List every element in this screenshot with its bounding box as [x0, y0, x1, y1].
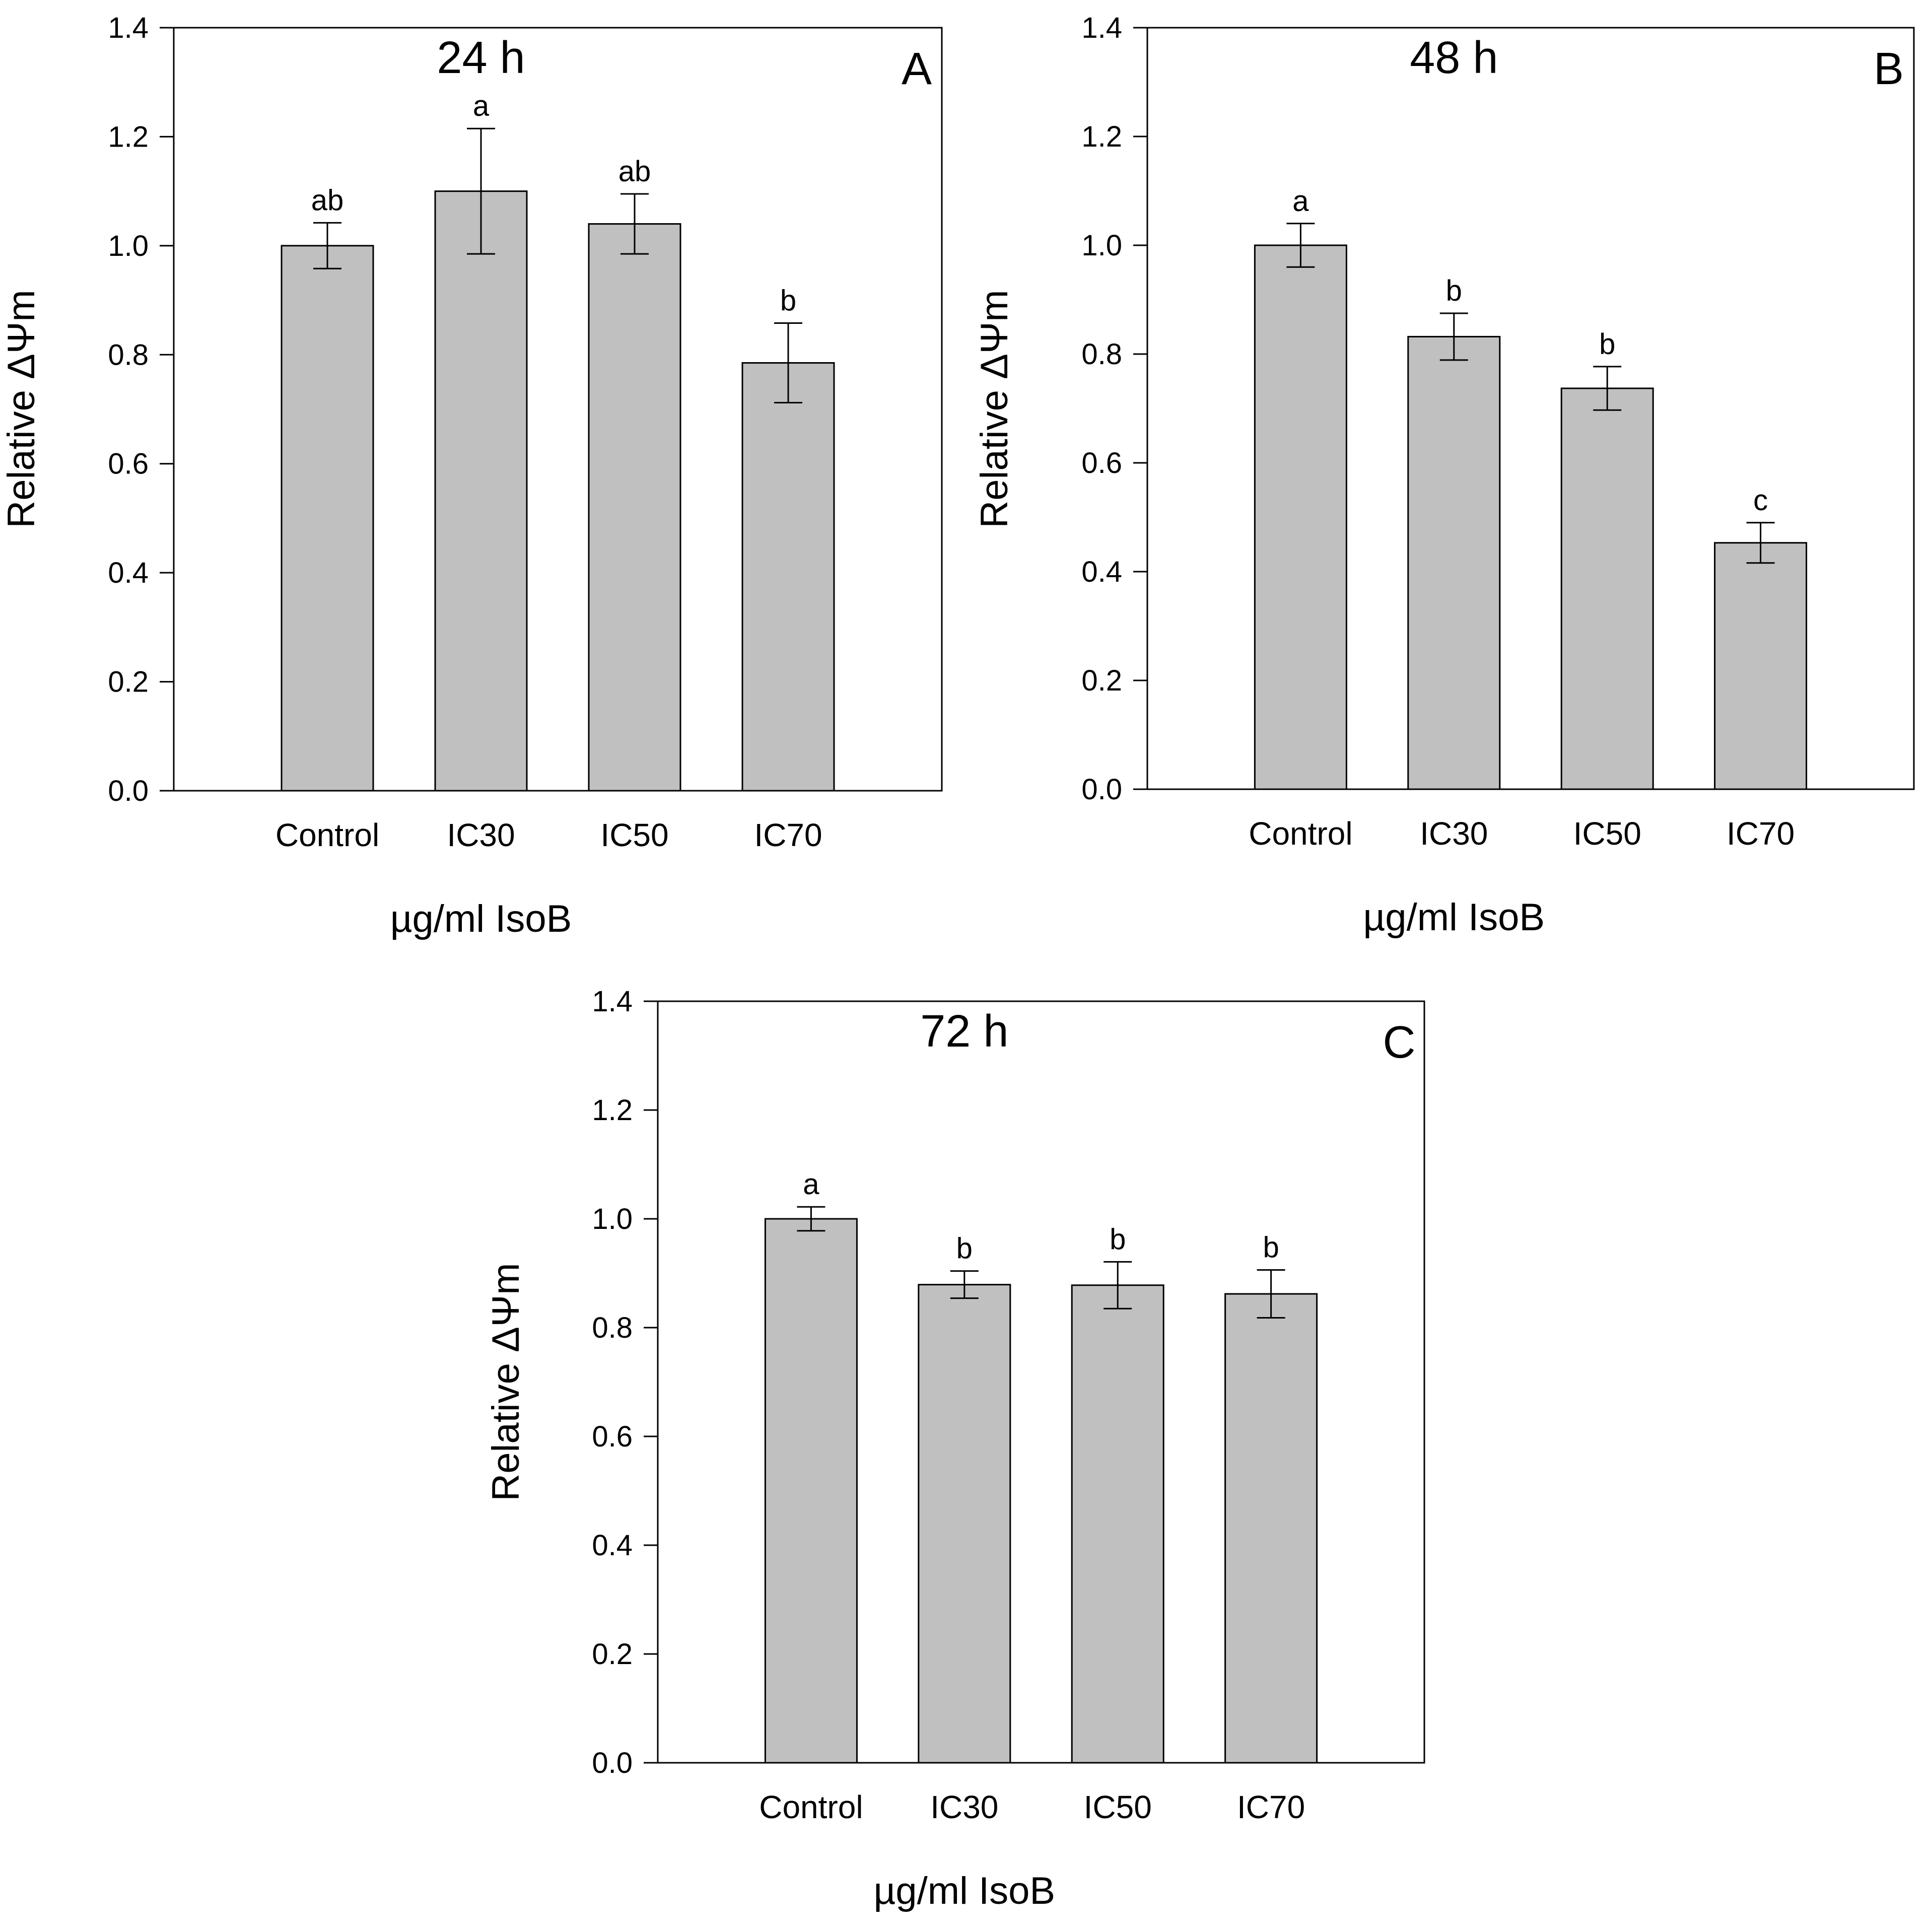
error-bar-ic70 — [774, 322, 802, 404]
error-bar-ic50 — [1104, 1261, 1132, 1309]
y-tick-label: 0.4 — [592, 1529, 633, 1562]
x-tick-label: IC50 — [1573, 815, 1641, 852]
error-bar-control — [797, 1206, 825, 1232]
x-tick-label: IC70 — [754, 817, 822, 853]
y-tick-label: 1.4 — [108, 12, 149, 44]
significance-letter: ab — [311, 184, 344, 217]
error-bar-control — [1286, 223, 1315, 268]
significance-letter: b — [1446, 274, 1462, 307]
significance-letter: ab — [618, 155, 651, 188]
significance-letter: a — [473, 90, 490, 122]
chart-panel-a: ab Control a IC30 ab IC50 b IC70 0.0 0.2 0.4 0.6 0.8… — [0, 12, 943, 940]
y-tick-label: 0.6 — [108, 448, 149, 480]
significance-letter: c — [1753, 484, 1768, 517]
bar-ic30 — [1407, 335, 1501, 790]
significance-letter: b — [1110, 1223, 1126, 1256]
x-tick-label: Control — [275, 817, 379, 853]
x-tick-label: IC30 — [1420, 815, 1488, 852]
bar-control — [281, 245, 374, 792]
error-bar-ic30 — [467, 127, 495, 255]
error-bar-ic30 — [950, 1270, 979, 1299]
plot-area-frame — [1146, 27, 1915, 790]
bar-control — [764, 1218, 858, 1764]
error-bar-ic50 — [1593, 366, 1622, 411]
x-tick-label: IC30 — [447, 817, 515, 853]
y-axis-title: Relative ΔΨm — [485, 1263, 527, 1501]
x-tick-label: IC70 — [1237, 1789, 1305, 1825]
bar-ic30 — [918, 1284, 1011, 1764]
x-axis-title: µg/ml IsoB — [390, 898, 572, 940]
error-bar-control — [313, 222, 341, 269]
y-tick-label: 1.2 — [108, 120, 149, 153]
significance-letter: a — [803, 1168, 819, 1201]
y-tick-label: 1.4 — [1081, 12, 1122, 44]
panel-letter: A — [902, 44, 932, 94]
y-tick-label: 0.6 — [1081, 447, 1122, 479]
significance-letter: b — [1599, 328, 1615, 361]
chart-panel-c: a Control b IC30 b IC50 b IC70 0.0 0.2 0.4 0.6 0.8 1.… — [485, 985, 1425, 1912]
bar-ic70 — [1224, 1293, 1318, 1764]
y-tick-label: 0.0 — [108, 775, 149, 807]
error-bar-ic50 — [621, 193, 649, 255]
plot-area-frame — [657, 1000, 1425, 1764]
bar-ic50 — [1071, 1284, 1164, 1764]
y-tick-label: 0.4 — [1081, 556, 1122, 588]
y-tick-label: 0.8 — [108, 338, 149, 371]
x-tick-label: Control — [1249, 815, 1352, 852]
panel-letter: B — [1874, 44, 1904, 94]
error-bar-ic30 — [1439, 312, 1468, 361]
y-tick-label: 0.6 — [592, 1420, 633, 1453]
panel-title: 72 h — [920, 1006, 1008, 1057]
significance-letter: b — [780, 285, 796, 317]
bar-ic30 — [434, 190, 528, 792]
y-axis-title: Relative ΔΨm — [973, 290, 1016, 528]
panel-title: 48 h — [1410, 33, 1498, 83]
bar-ic50 — [1560, 387, 1654, 790]
x-tick-label: IC50 — [600, 817, 668, 853]
significance-letter: b — [1263, 1231, 1279, 1264]
y-tick-label: 0.8 — [592, 1312, 633, 1344]
panel-letter: C — [1383, 1017, 1416, 1068]
y-tick-label: 0.0 — [1081, 773, 1122, 806]
error-bar-ic70 — [1746, 522, 1775, 564]
error-bar-ic70 — [1257, 1269, 1285, 1319]
significance-letter: b — [956, 1232, 973, 1265]
x-tick-label: IC70 — [1727, 815, 1795, 852]
x-axis-title: µg/ml IsoB — [874, 1870, 1056, 1912]
bar-control — [1254, 244, 1347, 790]
x-axis-title: µg/ml IsoB — [1363, 896, 1545, 939]
y-tick-label: 1.2 — [1081, 120, 1122, 153]
y-tick-label: 1.0 — [1081, 229, 1122, 262]
plot-area-frame — [173, 27, 943, 792]
y-tick-label: 0.2 — [1081, 664, 1122, 697]
x-tick-label: IC50 — [1084, 1789, 1152, 1825]
y-tick-label: 0.2 — [108, 666, 149, 699]
bar-ic70 — [1714, 542, 1808, 790]
y-tick-label: 1.2 — [592, 1094, 633, 1127]
significance-letter: a — [1292, 185, 1309, 218]
chart-panel-b: a Control b IC30 b IC50 c IC70 0.0 0.2 0.4 0.6 0.8 1.… — [973, 12, 1915, 939]
y-tick-label: 1.0 — [108, 230, 149, 262]
bar-ic70 — [741, 362, 835, 792]
y-axis-title: Relative ΔΨm — [0, 290, 43, 528]
x-tick-label: IC30 — [930, 1789, 998, 1825]
y-tick-label: 1.4 — [592, 985, 633, 1018]
y-tick-label: 0.0 — [592, 1747, 633, 1779]
y-tick-label: 0.4 — [108, 557, 149, 589]
panel-title: 24 h — [437, 33, 525, 83]
y-tick-label: 1.0 — [592, 1203, 633, 1235]
y-tick-label: 0.2 — [592, 1638, 633, 1671]
x-tick-label: Control — [759, 1789, 863, 1825]
bar-ic50 — [588, 223, 681, 792]
y-tick-label: 0.8 — [1081, 338, 1122, 371]
